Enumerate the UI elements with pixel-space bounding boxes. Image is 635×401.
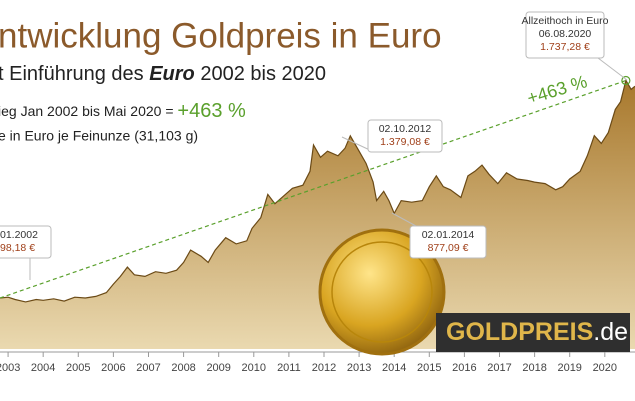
x-tick-label: 2017 (487, 362, 511, 374)
logo-box (436, 313, 630, 352)
logo-main: GOLDPREIS (446, 318, 593, 346)
unit-text: e in Euro je Feinunze (31,103 g) (0, 128, 198, 144)
trend-line (0, 79, 627, 299)
x-tick-label: 2008 (171, 362, 195, 374)
x-tick-label: 2006 (101, 362, 125, 374)
plot-area: 2003 2004 2005 2006 2007 2008 2009 2010 2011 2012… (0, 78, 635, 374)
callout-heading: Allzeithoch in Euro (522, 15, 609, 27)
callout-pointer (391, 212, 417, 227)
callout-box (525, 11, 605, 59)
x-tick-label: 2019 (557, 362, 581, 374)
subtitle: t Einführung des Euro 2002 bis 2020 (0, 63, 326, 85)
logo-suffix: .de (593, 318, 628, 346)
callout-box (0, 225, 52, 259)
area-edge (0, 78, 635, 303)
callout-price: 877,09 € (428, 242, 469, 254)
x-tick-label: 2012 (312, 362, 336, 374)
callout-price: 1.737,28 € (540, 41, 590, 53)
x-tick-label: 2010 (242, 362, 266, 374)
callout-price: 98,18 € (0, 242, 35, 254)
coin-decoration (331, 241, 433, 343)
subtitle-part: t Einführung des (0, 63, 149, 85)
x-tick-label: 2009 (206, 362, 230, 374)
x-tick-label: 2007 (136, 362, 160, 374)
x-tick-label: 2004 (31, 362, 55, 374)
callout-box (409, 225, 487, 259)
x-tick-label: 2011 (277, 362, 301, 374)
peak-marker (621, 75, 631, 86)
subtitle-part: 2002 bis 2020 (195, 63, 326, 85)
callout-box (367, 119, 443, 153)
gain-text: ieg Jan 2002 bis Mai 2020 = +463 % (0, 100, 246, 122)
trend-label: +463 % (525, 71, 590, 108)
x-tick-label: 2018 (522, 362, 546, 374)
area (0, 80, 635, 349)
x-tick-label: 2005 (66, 362, 90, 374)
x-tick-label: 2003 (0, 362, 20, 374)
callout-date: 06.08.2020 (539, 28, 592, 40)
x-tick-label: 2015 (417, 362, 441, 374)
callout-date: 01.2002 (0, 229, 38, 241)
callout-pointer (597, 57, 628, 81)
x-tick-label: 2020 (593, 362, 617, 374)
subtitle-part: Euro (149, 63, 195, 85)
gain-label: ieg Jan 2002 bis Mai 2020 = (0, 103, 177, 119)
callout-price: 1.379,08 € (380, 136, 430, 148)
x-tick-label: 2013 (347, 362, 371, 374)
logo: GOLDPREIS.de (446, 318, 628, 346)
callout-date: 02.01.2014 (422, 229, 475, 241)
chart-title: ntwicklung Goldpreis in Euro (0, 16, 442, 55)
coin-decoration (318, 228, 446, 356)
x-tick-label: 2014 (382, 362, 406, 374)
gain-value: +463 % (177, 100, 246, 122)
x-tick-label: 2016 (452, 362, 476, 374)
callout-date: 02.10.2012 (379, 123, 432, 135)
